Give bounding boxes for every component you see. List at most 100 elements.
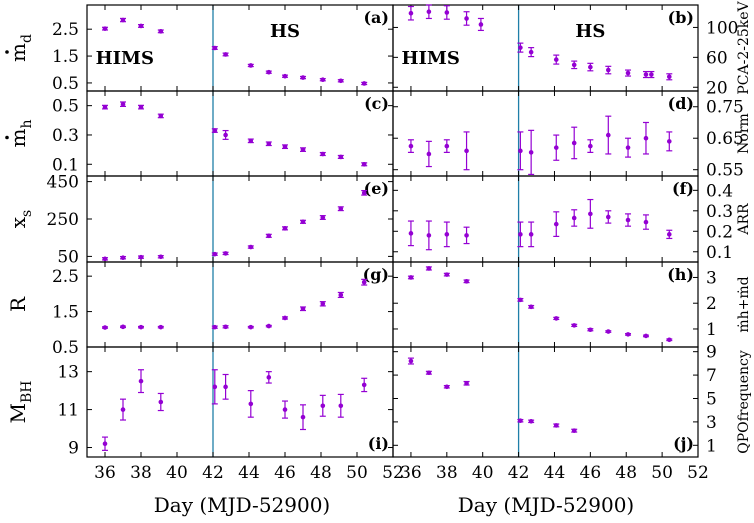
y-tick-label: 2.5 <box>52 267 79 287</box>
region-label-hims: HIMS <box>401 48 459 69</box>
y-tick-label: 450 <box>47 173 79 193</box>
data-point <box>587 198 594 229</box>
data-point <box>120 255 126 260</box>
y-tick-label: 50 <box>57 247 79 267</box>
y-tick-label: 0.65 <box>706 129 744 149</box>
data-point <box>587 327 594 333</box>
data-point <box>157 392 164 412</box>
x-axis-title-right: Day (MJD-52900) <box>458 493 635 517</box>
y-tick-label: 0.75 <box>706 98 744 118</box>
y-tick-label: 9 <box>706 343 717 363</box>
y-tick-label: 3 <box>706 413 717 433</box>
data-point <box>222 129 229 140</box>
data-point <box>157 29 164 34</box>
data-point <box>265 69 272 75</box>
data-point <box>477 17 484 32</box>
marker <box>361 279 367 285</box>
panel-g: 0.5 1.5 2.5 R (g) <box>6 261 394 358</box>
marker <box>212 384 218 390</box>
data-point <box>265 323 272 329</box>
data-point <box>642 70 649 79</box>
panel-h: 1 2 3 ṁh+ṁd (h) <box>392 261 752 348</box>
data-point <box>425 4 432 20</box>
data-point <box>553 54 560 65</box>
y-axis-title: R <box>6 296 30 312</box>
marker <box>338 292 344 298</box>
y-tick-label: 3 <box>706 268 717 288</box>
marker <box>444 384 450 390</box>
marker <box>223 324 228 330</box>
x-tick-label: 44 <box>544 463 566 483</box>
marker <box>338 403 344 409</box>
marker <box>666 139 672 144</box>
data-point <box>211 45 218 51</box>
marker <box>138 104 144 110</box>
y-axis-title-main: x <box>6 216 30 228</box>
panel-tag: (b) <box>668 8 694 27</box>
marker <box>426 266 432 271</box>
panel-i: 36 38 40 42 44 46 48 50 52 9 11 13 MBH (i) <box>6 346 404 483</box>
data-point <box>282 400 288 419</box>
panel-frame <box>392 261 699 348</box>
marker <box>300 75 306 80</box>
marker <box>120 17 126 23</box>
data-point <box>337 393 344 418</box>
y-tick-label: 9 <box>68 439 79 459</box>
y-tick-label: 0.2 <box>706 222 733 242</box>
data-point <box>120 324 126 330</box>
marker <box>266 375 272 380</box>
y-axis-title-text: md <box>6 34 35 62</box>
marker <box>444 232 450 237</box>
marker <box>248 401 254 407</box>
data-point <box>319 215 326 220</box>
marker <box>120 255 126 260</box>
x-tick-label: 36 <box>400 463 422 483</box>
marker <box>338 154 344 160</box>
marker <box>643 219 649 225</box>
panel-grid: 0.51.52.5md(a)HIMSHS2060100PCA-2-25keV(b… <box>5 0 752 483</box>
marker <box>212 324 218 330</box>
data-point <box>605 65 612 75</box>
data-point <box>553 134 560 161</box>
marker <box>605 214 611 220</box>
marker <box>605 329 611 334</box>
data-point <box>300 404 306 431</box>
y-axis-title: ṁh+ṁd <box>736 276 752 332</box>
marker <box>571 140 577 146</box>
marker <box>282 315 288 321</box>
data-point <box>625 213 632 227</box>
data-point <box>407 275 414 280</box>
region-label-hs: HS <box>575 21 605 42</box>
marker <box>588 327 593 333</box>
data-point <box>571 428 578 433</box>
marker <box>102 26 108 31</box>
marker <box>223 132 228 138</box>
y-axis-title-dot <box>5 50 9 54</box>
marker <box>282 144 288 149</box>
marker <box>426 9 432 15</box>
data-point <box>553 316 560 321</box>
data-point <box>517 131 524 171</box>
marker <box>625 332 631 337</box>
marker <box>444 10 450 15</box>
x-tick-label: 52 <box>687 463 709 483</box>
data-point <box>553 423 560 428</box>
data-point <box>282 226 288 231</box>
data-point <box>361 81 368 86</box>
y-tick-label: 250 <box>47 210 79 230</box>
y-tick-label: 100 <box>706 18 738 38</box>
marker <box>588 143 593 149</box>
marker <box>212 128 218 133</box>
data-point <box>138 324 144 330</box>
x-tick-label: 50 <box>346 463 368 483</box>
marker <box>361 81 367 86</box>
marker <box>266 233 272 239</box>
data-point <box>407 220 414 247</box>
marker <box>464 279 469 284</box>
data-point <box>571 60 578 70</box>
marker <box>138 23 144 29</box>
marker <box>282 226 288 231</box>
data-point <box>517 42 524 53</box>
data-point <box>102 436 108 451</box>
